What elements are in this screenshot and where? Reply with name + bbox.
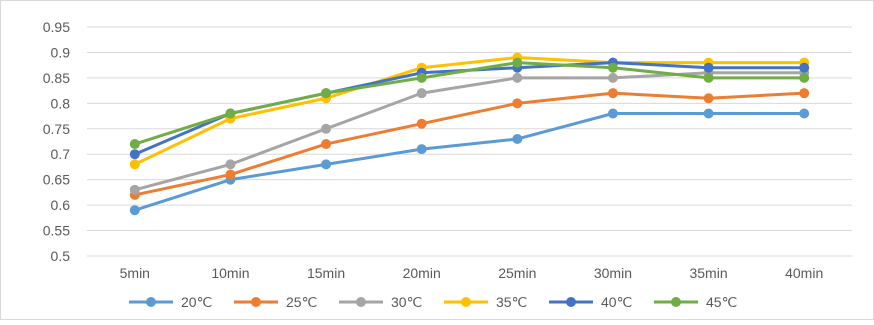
data-point [512,133,523,144]
data-point [321,159,332,170]
data-point [607,62,618,73]
data-point [703,93,714,104]
series-3 [129,67,810,195]
x-axis-tick-labels: 5min 10min 15min 20min 25min 30min 35min 40min [120,265,824,281]
legend-swatch-marker [461,297,471,307]
legend: 20℃ 25℃ 30℃ 35℃ 40℃ 45℃ [129,294,737,310]
series-line [133,91,806,197]
data-point [607,108,618,119]
data-point [129,139,140,150]
series-lines [129,52,810,216]
y-tick-label: 0.5 [51,248,71,264]
x-tick-label: 15min [307,265,345,281]
y-tick-label: 0.65 [43,172,70,188]
legend-label: 25℃ [286,294,317,310]
legend-item: 40℃ [549,294,632,310]
data-point [225,159,236,170]
legend-item: 45℃ [654,294,737,310]
legend-swatch-marker [251,297,261,307]
x-tick-label: 30min [594,265,632,281]
data-point [799,108,810,119]
series-line [133,61,806,146]
y-tick-label: 0.7 [51,146,71,162]
data-point [225,169,236,180]
y-tick-label: 0.6 [51,197,71,213]
y-tick-label: 0.8 [51,95,71,111]
x-tick-label: 25min [498,265,536,281]
y-axis-tick-labels: 0.95 0.9 0.85 0.8 0.75 0.7 0.65 0.6 0.55 0.5 [43,19,70,264]
legend-swatch-marker [671,297,681,307]
data-point [416,72,427,83]
data-point [416,88,427,99]
legend-item: 35℃ [444,294,527,310]
y-tick-label: 0.55 [43,223,70,239]
data-point [129,159,140,170]
series-line [133,56,806,166]
legend-item: 25℃ [234,294,317,310]
legend-swatch-marker [356,297,366,307]
y-tick-label: 0.75 [43,121,70,137]
legend-swatch-marker [566,297,576,307]
x-tick-label: 40min [785,265,823,281]
data-point [416,118,427,129]
y-tick-label: 0.95 [43,19,70,35]
data-point [703,108,714,119]
data-point [225,108,236,119]
data-point [321,139,332,150]
data-point [512,72,523,83]
legend-item: 20℃ [129,294,212,310]
legend-label: 40℃ [601,294,632,310]
series-6 [129,57,810,150]
data-point [607,72,618,83]
legend-swatch-marker [146,297,156,307]
data-point [321,88,332,99]
data-point [129,205,140,216]
data-point [512,98,523,109]
gridlines [87,26,852,257]
data-point [607,88,618,99]
legend-label: 45℃ [706,294,737,310]
y-tick-label: 0.9 [51,44,71,60]
x-tick-label: 20min [403,265,441,281]
data-point [512,57,523,68]
data-point [799,72,810,83]
data-point [799,88,810,99]
data-point [799,62,810,73]
data-point [416,144,427,155]
legend-item: 30℃ [339,294,422,310]
series-line [133,71,806,192]
legend-label: 35℃ [496,294,527,310]
data-point [703,72,714,83]
x-tick-label: 10min [211,265,249,281]
legend-label: 30℃ [391,294,422,310]
data-point [129,184,140,195]
data-point [129,149,140,160]
x-tick-label: 35min [689,265,727,281]
x-tick-label: 5min [120,265,150,281]
series-line [133,112,806,212]
data-point [703,62,714,73]
data-point [321,123,332,134]
legend-label: 20℃ [181,294,212,310]
y-tick-label: 0.85 [43,70,70,86]
